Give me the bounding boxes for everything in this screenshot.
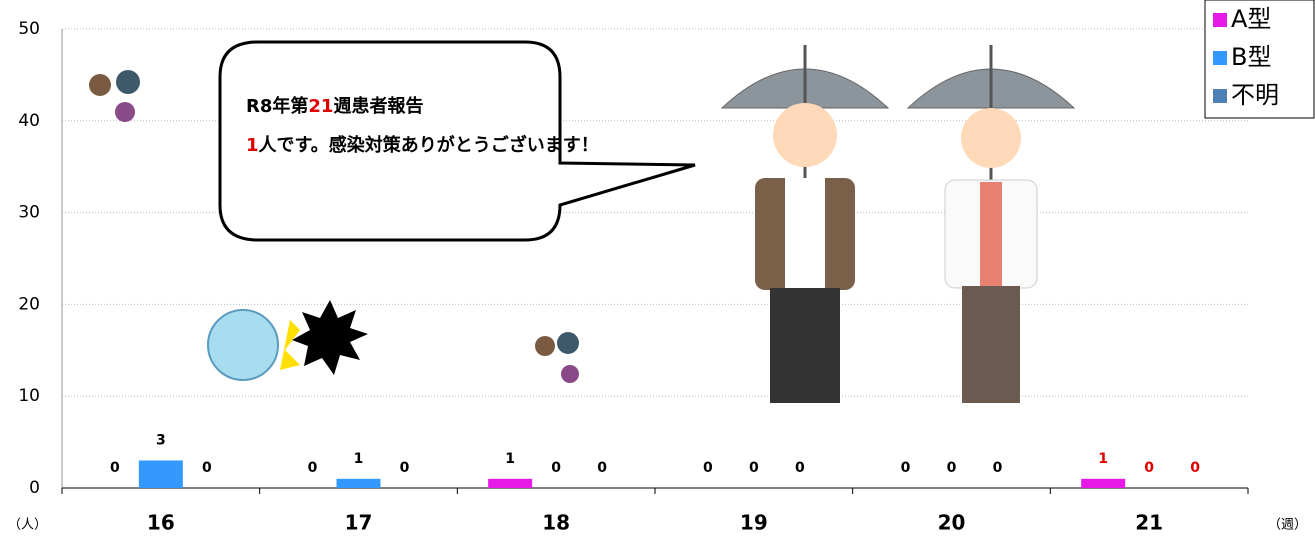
data-label: 1 bbox=[505, 451, 515, 467]
y-tick-label: 40 bbox=[18, 111, 40, 131]
data-label: 3 bbox=[156, 432, 166, 448]
legend-swatch bbox=[1213, 13, 1227, 27]
data-label: 0 bbox=[551, 460, 561, 476]
data-label: 0 bbox=[901, 460, 911, 476]
bar bbox=[488, 478, 533, 488]
fight-illustration bbox=[207, 300, 368, 381]
data-label: 0 bbox=[749, 460, 759, 476]
data-label: 0 bbox=[1144, 460, 1154, 476]
data-label: 0 bbox=[202, 460, 212, 476]
data-label: 0 bbox=[795, 460, 805, 476]
data-label: 0 bbox=[947, 460, 957, 476]
bar bbox=[138, 460, 183, 488]
x-tick-label: 20 bbox=[938, 511, 966, 535]
virus-illustration bbox=[89, 70, 579, 383]
bubble-accent: 1 bbox=[246, 135, 259, 156]
data-label: 0 bbox=[400, 460, 410, 476]
legend-label: A型 bbox=[1231, 5, 1271, 33]
data-label: 0 bbox=[308, 460, 318, 476]
data-label: 0 bbox=[110, 460, 120, 476]
person-illustration bbox=[720, 45, 1076, 403]
y-tick-label: 30 bbox=[18, 203, 40, 223]
x-tick-label: 17 bbox=[345, 511, 373, 535]
y-tick-label: 50 bbox=[18, 19, 40, 39]
data-label: 1 bbox=[1098, 451, 1108, 467]
x-unit: （週） bbox=[1268, 518, 1307, 533]
x-tick-label: 19 bbox=[740, 511, 768, 535]
bubble-text: 人です。感染対策ありがとうございます！ bbox=[259, 134, 599, 156]
data-label: 0 bbox=[703, 460, 713, 476]
data-label: 0 bbox=[597, 460, 607, 476]
y-tick-label: 10 bbox=[18, 386, 40, 406]
bubble-text: R8年第 bbox=[246, 95, 308, 117]
bubble-line: R8年第21週患者報告 bbox=[246, 95, 423, 117]
y-tick-label: 0 bbox=[29, 478, 40, 498]
data-label: 1 bbox=[354, 451, 364, 467]
bubble-line: 1人です。感染対策ありがとうございます！ bbox=[246, 134, 599, 156]
bar bbox=[1081, 478, 1126, 488]
legend-swatch bbox=[1213, 89, 1227, 103]
legend-label: 不明 bbox=[1231, 81, 1279, 109]
x-tick-label: 18 bbox=[542, 511, 570, 535]
bar bbox=[336, 478, 381, 488]
data-label: 0 bbox=[993, 460, 1003, 476]
bubble-accent: 21 bbox=[308, 96, 333, 117]
legend-label: B型 bbox=[1231, 43, 1271, 71]
data-label: 0 bbox=[1190, 460, 1200, 476]
bubble-text: 週患者報告 bbox=[333, 95, 423, 117]
speech-bubble: R8年第21週患者報告 1人です。感染対策ありがとうございます！ bbox=[218, 40, 696, 242]
x-tick-label: 21 bbox=[1135, 511, 1163, 535]
legend-swatch bbox=[1213, 51, 1227, 65]
x-tick-label: 16 bbox=[147, 511, 175, 535]
y-unit: （人） bbox=[8, 518, 47, 533]
y-tick-label: 20 bbox=[18, 294, 40, 314]
